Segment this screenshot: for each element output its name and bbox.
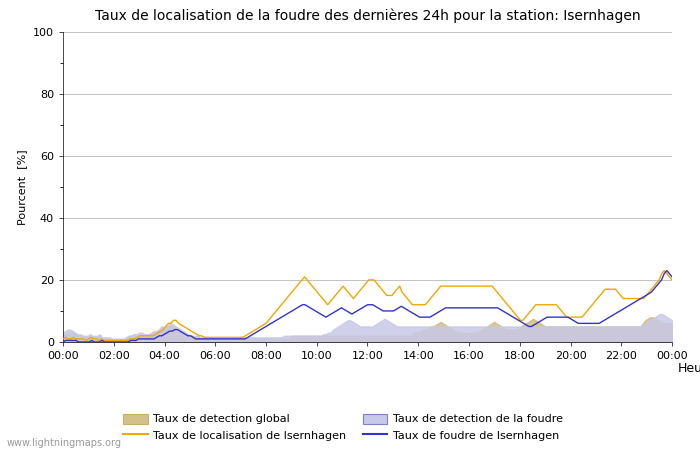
X-axis label: Heure: Heure (678, 362, 700, 375)
Y-axis label: Pourcent  [%]: Pourcent [%] (18, 149, 27, 225)
Legend: Taux de detection global, Taux de localisation de Isernhagen, Taux de detection : Taux de detection global, Taux de locali… (119, 409, 568, 445)
Title: Taux de localisation de la foudre des dernières 24h pour la station: Isernhagen: Taux de localisation de la foudre des de… (94, 9, 640, 23)
Text: www.lightningmaps.org: www.lightningmaps.org (7, 438, 122, 448)
